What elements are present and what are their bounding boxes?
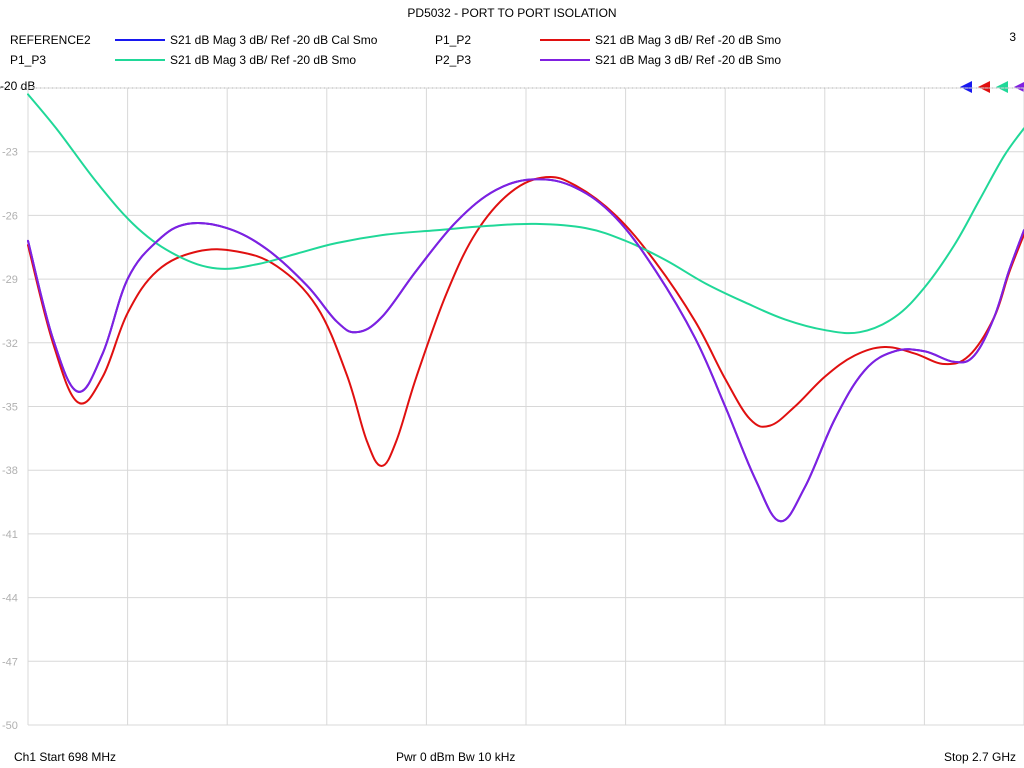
footer-stop: Stop 2.7 GHz <box>944 750 1016 764</box>
legend-desc: S21 dB Mag 3 dB/ Ref -20 dB Cal Smo <box>170 30 435 50</box>
svg-text:-41: -41 <box>2 529 18 541</box>
legend-desc: S21 dB Mag 3 dB/ Ref -20 dB Smo <box>595 30 860 50</box>
topright-num: 3 <box>1009 30 1016 44</box>
svg-text:-44: -44 <box>2 593 18 605</box>
legend-swatch <box>540 39 590 41</box>
svg-text:-35: -35 <box>2 402 18 414</box>
legend-label: P1_P2 <box>435 30 540 50</box>
svg-text:-47: -47 <box>2 656 18 668</box>
svg-text:-23: -23 <box>2 147 18 159</box>
legend-label: REFERENCE2 <box>10 30 115 50</box>
isolation-chart: -23 -26 -29 -32 -35 -38 -41 -44 -47 -50 <box>0 87 1024 737</box>
footer-pwr: Pwr 0 dBm Bw 10 kHz <box>396 750 515 764</box>
legend-desc: S21 dB Mag 3 dB/ Ref -20 dB Smo <box>170 50 435 70</box>
legend-swatch <box>115 59 165 61</box>
legend-label: P1_P3 <box>10 50 115 70</box>
legend-swatch <box>540 59 590 61</box>
svg-text:-29: -29 <box>2 274 18 286</box>
legend-label: P2_P3 <box>435 50 540 70</box>
chart-legend: REFERENCE2 S21 dB Mag 3 dB/ Ref -20 dB Ca… <box>10 30 860 70</box>
page-title: PD5032 - PORT TO PORT ISOLATION <box>0 6 1024 20</box>
svg-text:-32: -32 <box>2 338 18 350</box>
footer-start: Ch1 Start 698 MHz <box>14 750 116 764</box>
legend-swatch <box>115 39 165 41</box>
svg-text:-38: -38 <box>2 465 18 477</box>
legend-desc: S21 dB Mag 3 dB/ Ref -20 dB Smo <box>595 50 860 70</box>
svg-text:-26: -26 <box>2 210 18 222</box>
footer-bar: Ch1 Start 698 MHz Pwr 0 dBm Bw 10 kHz St… <box>0 746 1024 768</box>
svg-text:-50: -50 <box>2 720 18 732</box>
